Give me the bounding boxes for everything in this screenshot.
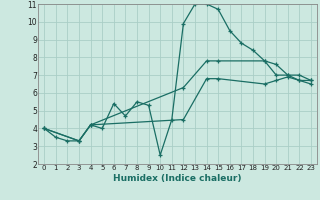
X-axis label: Humidex (Indice chaleur): Humidex (Indice chaleur): [113, 174, 242, 183]
